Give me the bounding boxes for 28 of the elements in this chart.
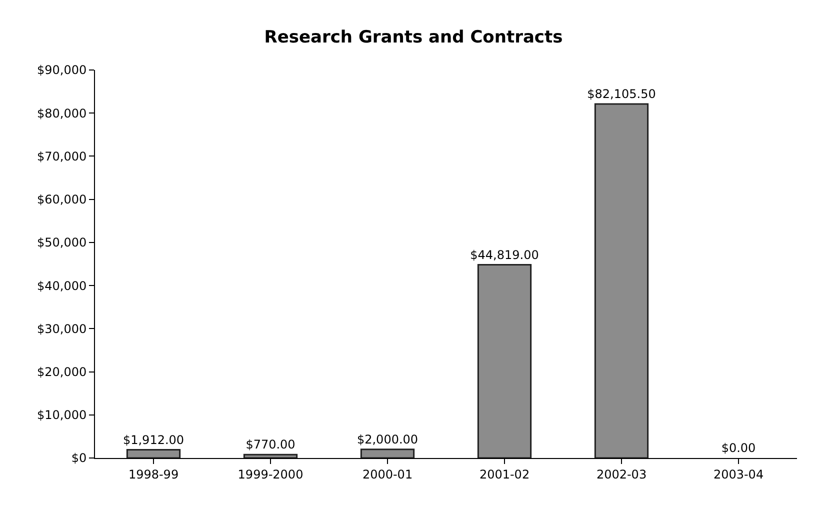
x-tick-label: 1998-99 [128,467,179,482]
data-label: $0.00 [721,441,756,455]
y-tick-label: $50,000 [36,236,87,250]
data-label: $82,105.50 [587,87,656,102]
x-tick-label: 2003-04 [713,467,764,482]
bar [126,449,181,458]
data-label: $1,912.00 [122,432,184,447]
bar [594,103,649,458]
bar [243,454,298,458]
y-tick-label: $10,000 [36,408,87,422]
y-tick-label: $40,000 [36,278,87,293]
y-tick-label: $30,000 [36,322,87,336]
data-label: $44,819.00 [470,248,539,262]
y-tick-label: $0 [71,451,87,466]
x-tick-label: 2001-02 [479,467,530,482]
bar [360,448,415,458]
data-label: $770.00 [246,438,296,452]
y-tick-label: $90,000 [36,63,87,78]
x-tick-label: 2000-01 [362,467,413,482]
bar [477,264,532,458]
y-tick-label: $70,000 [36,149,87,164]
chart-title: Research Grants and Contracts [264,27,563,48]
y-tick-label: $80,000 [36,106,87,120]
x-tick-label: 2002-03 [596,467,647,482]
y-tick-label: $20,000 [36,364,87,379]
y-tick-label: $60,000 [36,192,87,207]
data-label: $2,000.00 [356,432,418,446]
x-tick-label: 1999-2000 [238,467,304,482]
